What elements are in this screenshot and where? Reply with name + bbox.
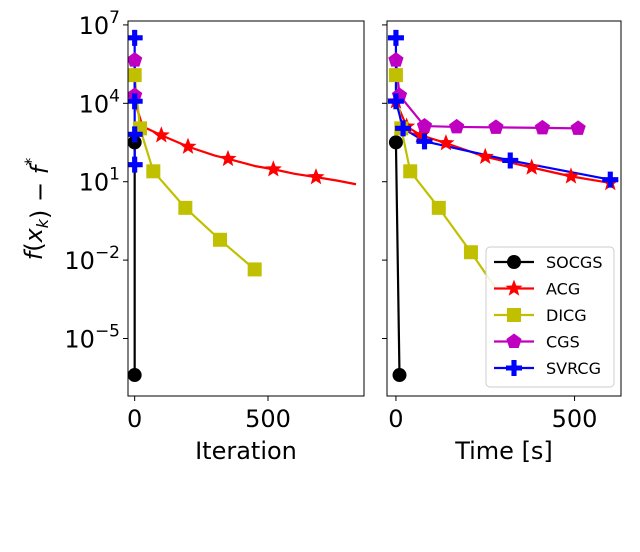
data-point-acg [412, 126, 430, 143]
data-point-dicg [431, 200, 446, 215]
legend: SOCGS ACG DICG CGS SVRCG [485, 246, 615, 388]
y-axis-label-text: f(xk) − f* [20, 158, 54, 260]
data-point-socgs [392, 368, 407, 383]
data-point-dicg [213, 232, 227, 247]
y-axis-label: f(xk) − f* [20, 158, 54, 260]
data-point-svrcg [128, 93, 143, 110]
legend-entry-socgs: SOCGS [494, 253, 602, 272]
x-tick-label: 0 [388, 405, 403, 433]
y-tick-label: 10−2 [64, 243, 120, 275]
legend-entry-dicg: DICG [494, 306, 587, 325]
data-point-dicg [178, 200, 193, 215]
legend-marker [506, 333, 522, 348]
legend-entry-svrcg: SVRCG [494, 359, 601, 378]
series-line-dicg [394, 75, 497, 290]
data-point-svrcg [395, 120, 412, 137]
data-point-socgs [128, 368, 142, 383]
series-group [128, 29, 357, 383]
data-point-dicg [247, 262, 262, 277]
data-point-acg [264, 160, 282, 177]
data-point-svrcg [128, 156, 143, 173]
series-line-acg [133, 100, 357, 186]
data-point-acg [152, 126, 170, 143]
x-axis-label: Iteration [195, 437, 297, 465]
y-tick-label: 104 [79, 86, 120, 118]
data-point-svrcg [416, 133, 433, 150]
data-point-svrcg [602, 171, 619, 188]
data-point-cgs [449, 118, 465, 134]
data-point-svrcg [502, 152, 519, 169]
y-tick-label: 10−5 [64, 322, 120, 354]
axes-frame [127, 20, 365, 397]
legend-entry-acg: ACG [494, 279, 580, 299]
legend-marker [506, 360, 522, 376]
legend-label: CGS [546, 333, 580, 352]
data-point-dicg [146, 164, 161, 179]
legend-label: ACG [546, 280, 580, 299]
data-point-acg [476, 147, 494, 165]
data-point-cgs [570, 120, 586, 135]
data-point-dicg [463, 245, 478, 260]
legend-entry-cgs: CGS [494, 333, 580, 352]
data-point-socgs [128, 135, 142, 150]
legend-marker [507, 255, 521, 269]
data-point-acg [179, 137, 197, 154]
panel-left: 0 500 107 104 101 10−2 10−5 Iteration [64, 8, 365, 465]
data-point-svrcg [128, 126, 143, 143]
data-point-dicg [403, 164, 418, 179]
legend-marker [505, 279, 523, 296]
panel-right: 0 500 Time [s] [382, 20, 622, 465]
legend-label: DICG [546, 306, 587, 325]
series-line-cgs [394, 59, 579, 130]
data-point-cgs [488, 119, 504, 134]
data-point-cgs [534, 119, 551, 135]
data-point-acg [307, 168, 325, 185]
series-group [387, 29, 619, 383]
data-point-acg [562, 167, 580, 184]
data-point-svrcg [387, 29, 404, 46]
data-point-svrcg [387, 93, 404, 110]
y-tick-label: 101 [79, 165, 120, 197]
x-tick-label: 500 [245, 405, 291, 433]
legend-label: SOCGS [546, 253, 602, 272]
data-point-dicg [388, 68, 403, 83]
legend-label: SVRCG [546, 359, 601, 378]
legend-box [485, 246, 615, 388]
data-point-svrcg [128, 29, 143, 46]
x-axis-label: Time [s] [454, 437, 553, 465]
x-tick-label: 0 [127, 405, 142, 433]
y-tick-label: 107 [79, 8, 120, 40]
axes-frame [386, 20, 622, 397]
data-point-acg [437, 134, 455, 151]
legend-marker [507, 308, 521, 322]
x-tick-label: 500 [552, 405, 598, 433]
data-point-cgs [416, 118, 433, 133]
data-point-cgs [388, 52, 404, 67]
series-line-socgs [394, 142, 401, 376]
data-point-acg [523, 158, 541, 175]
data-point-cgs [128, 52, 143, 67]
data-point-socgs [388, 135, 403, 150]
data-point-dicg [128, 68, 142, 83]
data-point-acg [219, 149, 237, 167]
